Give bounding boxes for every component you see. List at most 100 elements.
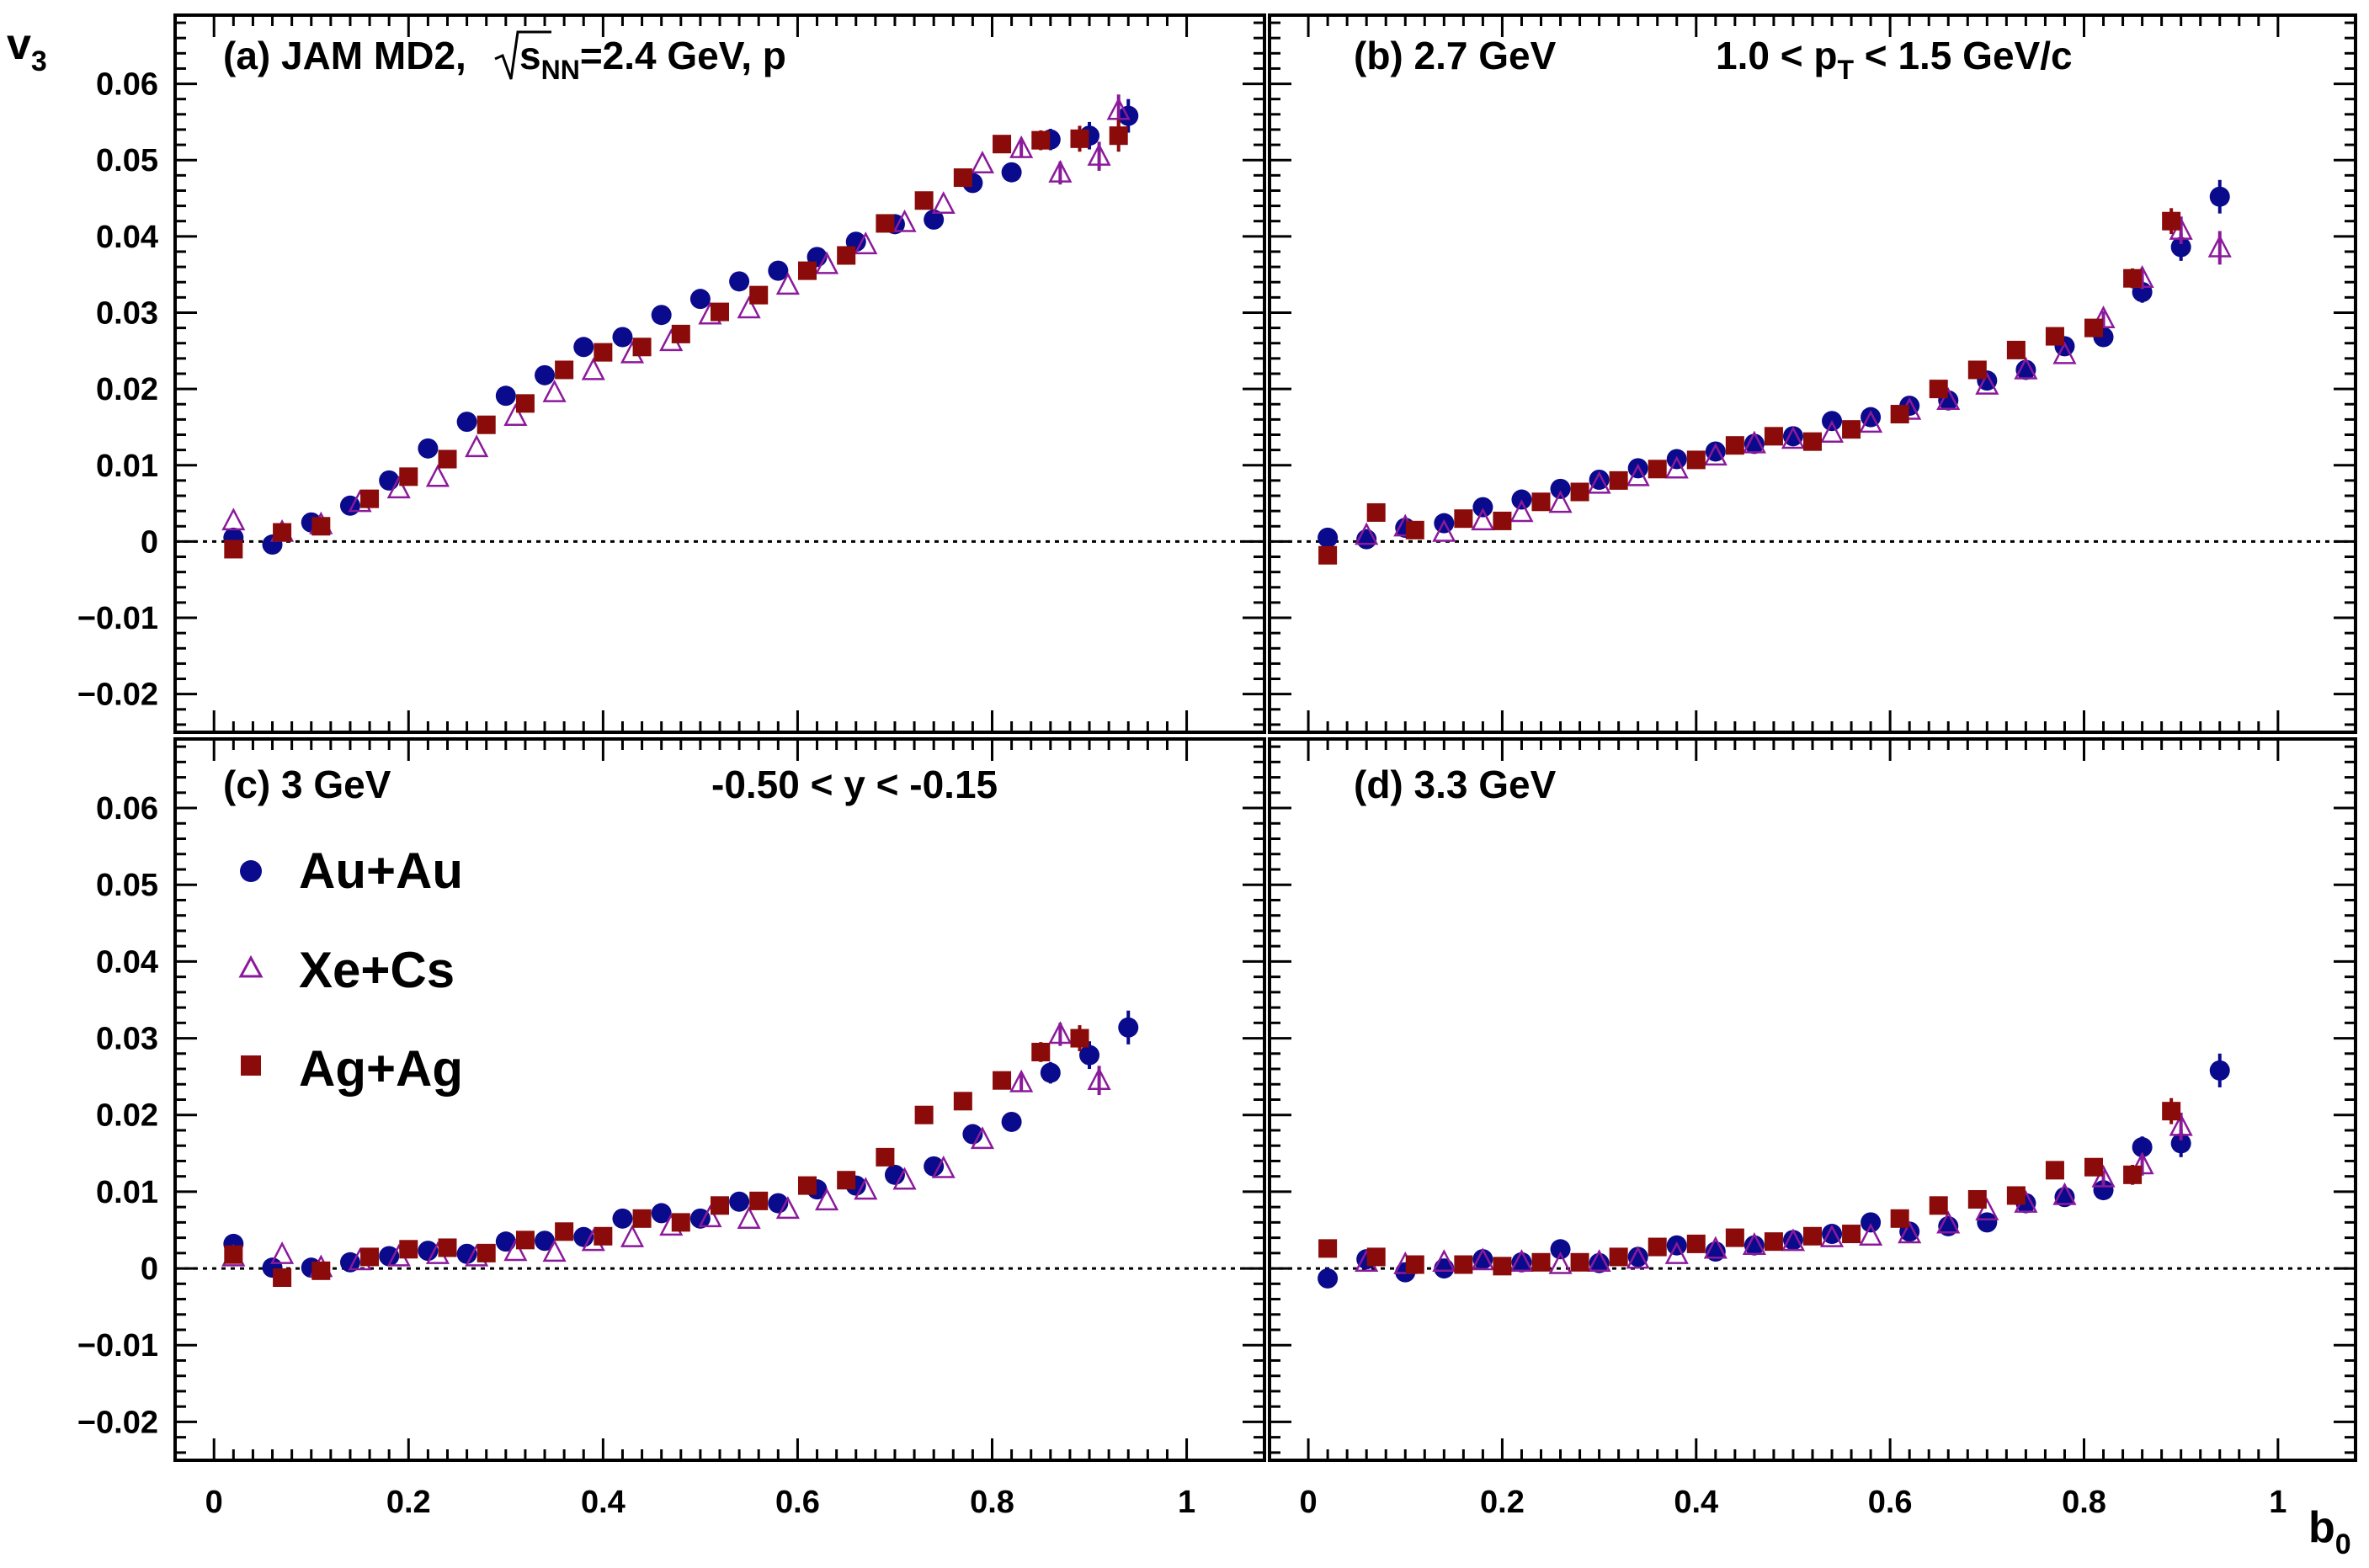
- data-point: [931, 1155, 956, 1178]
- data-point: [542, 379, 567, 402]
- data-point: [1070, 129, 1089, 148]
- data-point: [555, 1222, 574, 1241]
- y-tick-label: 0: [141, 1252, 158, 1287]
- data-point: [2084, 318, 2104, 338]
- data-point: [1118, 1017, 1139, 1038]
- data-point: [775, 272, 800, 295]
- legend-marker-au-au: [240, 860, 262, 882]
- data-point: [689, 1208, 711, 1229]
- data-point: [495, 1231, 516, 1252]
- legend-label-au-au: Au+Au: [299, 842, 463, 899]
- data-point: [914, 1105, 934, 1124]
- data-point: [1454, 1255, 1473, 1274]
- data-point: [2209, 1060, 2230, 1081]
- y-tick-label: 0.04: [96, 944, 158, 980]
- data-point: [1686, 450, 1706, 470]
- data-point: [876, 214, 895, 233]
- data-point: [1967, 360, 1987, 380]
- data-point: [1975, 1197, 1999, 1220]
- data-point: [1781, 426, 1806, 449]
- data-point: [1743, 433, 1765, 454]
- data-point: [1822, 1224, 1843, 1245]
- data-point: [2132, 1137, 2153, 1158]
- x-tick-label: 1: [1178, 1485, 1195, 1520]
- y-tick-label: 0.02: [96, 372, 158, 407]
- data-point: [737, 1206, 761, 1229]
- data-point: [729, 1191, 750, 1212]
- data-point: [2162, 1102, 2181, 1121]
- data-point: [1648, 460, 1667, 479]
- data-point: [573, 1226, 594, 1247]
- data-point: [1454, 509, 1473, 529]
- panel-b-pt-cut: 1.0 < pT < 1.5 GeV/c: [1716, 34, 2073, 85]
- y-tick-label: 0: [141, 524, 158, 560]
- y-tick-label: 0.06: [96, 67, 158, 103]
- y-tick-label: 0.06: [96, 791, 158, 827]
- data-point: [1001, 162, 1022, 183]
- data-point: [221, 508, 246, 531]
- legend-label-ag-ag: Ag+Ag: [299, 1040, 463, 1097]
- data-point: [542, 1239, 567, 1262]
- series-ag-ag: [1318, 208, 2181, 565]
- panel-c-rapidity-cut: -0.50 < y < -0.15: [711, 763, 998, 806]
- data-point: [1048, 159, 1073, 183]
- data-point: [1648, 1237, 1667, 1257]
- y-tick-label: 0.04: [96, 220, 158, 255]
- data-point: [2123, 1165, 2143, 1184]
- data-point: [2162, 211, 2181, 231]
- x-tick-label: 0.8: [2062, 1485, 2106, 1520]
- series-xe-cs: [221, 94, 1131, 542]
- series-ag-ag: [224, 120, 1128, 559]
- data-point: [1782, 1230, 1803, 1251]
- data-point: [1550, 478, 1571, 499]
- y-tick-label: −0.02: [77, 678, 158, 713]
- data-point: [1405, 1255, 1424, 1274]
- y-tick-label: 0.01: [96, 1175, 158, 1210]
- data-point: [1890, 405, 1909, 424]
- data-point: [224, 1245, 243, 1264]
- data-point: [1936, 387, 1961, 410]
- data-point: [1977, 1212, 1998, 1233]
- y-tick-label: −0.01: [77, 1328, 158, 1363]
- panel-d: 0 0.2 0.4 0.6 0.8 1: [1268, 737, 2357, 1520]
- data-point: [2169, 1113, 2193, 1136]
- data-point: [2006, 340, 2026, 359]
- data-point: [837, 1171, 856, 1190]
- data-point: [1471, 1247, 1495, 1271]
- legend-marker-xe-cs: [238, 954, 264, 978]
- data-point: [1318, 1239, 1338, 1258]
- data-point: [399, 1240, 418, 1259]
- y-tick-label: −0.02: [77, 1405, 158, 1440]
- x-tick-label: 0.8: [970, 1485, 1014, 1520]
- data-point: [1079, 1044, 1100, 1066]
- data-point: [970, 1126, 995, 1150]
- y-tick-label: 0.05: [96, 143, 158, 178]
- data-point: [1472, 1249, 1493, 1270]
- data-point: [2052, 1182, 2077, 1205]
- data-point: [1471, 508, 1495, 531]
- y-tick-label: 0.03: [96, 1022, 158, 1057]
- data-point: [476, 1243, 496, 1262]
- data-point: [1842, 420, 1861, 439]
- panel-a: 0.06 0.05 0.04 0.03 0.02 0.01 0 −0.01 −0.02: [77, 13, 1266, 734]
- legend: Au+Au Xe+Cs Ag+Ag: [238, 842, 463, 1097]
- x-tick-label: 0.2: [1480, 1485, 1525, 1520]
- data-point: [418, 1241, 439, 1262]
- data-point: [2052, 341, 2077, 364]
- data-point: [2130, 1151, 2154, 1175]
- data-point: [273, 1268, 292, 1288]
- data-point: [438, 449, 457, 469]
- data-point: [953, 1092, 972, 1111]
- data-point: [1109, 126, 1128, 146]
- data-point: [1048, 1021, 1073, 1044]
- data-point: [2014, 356, 2038, 380]
- data-point: [1570, 482, 1589, 502]
- data-point: [270, 1241, 295, 1264]
- x-tick-label: 0: [205, 1485, 223, 1520]
- data-point: [815, 1188, 839, 1211]
- data-point: [1087, 1067, 1111, 1090]
- panel-b-label: (b) 2.7 GeV: [1354, 34, 1557, 77]
- data-point: [1627, 1246, 1648, 1268]
- data-point: [1070, 1029, 1089, 1048]
